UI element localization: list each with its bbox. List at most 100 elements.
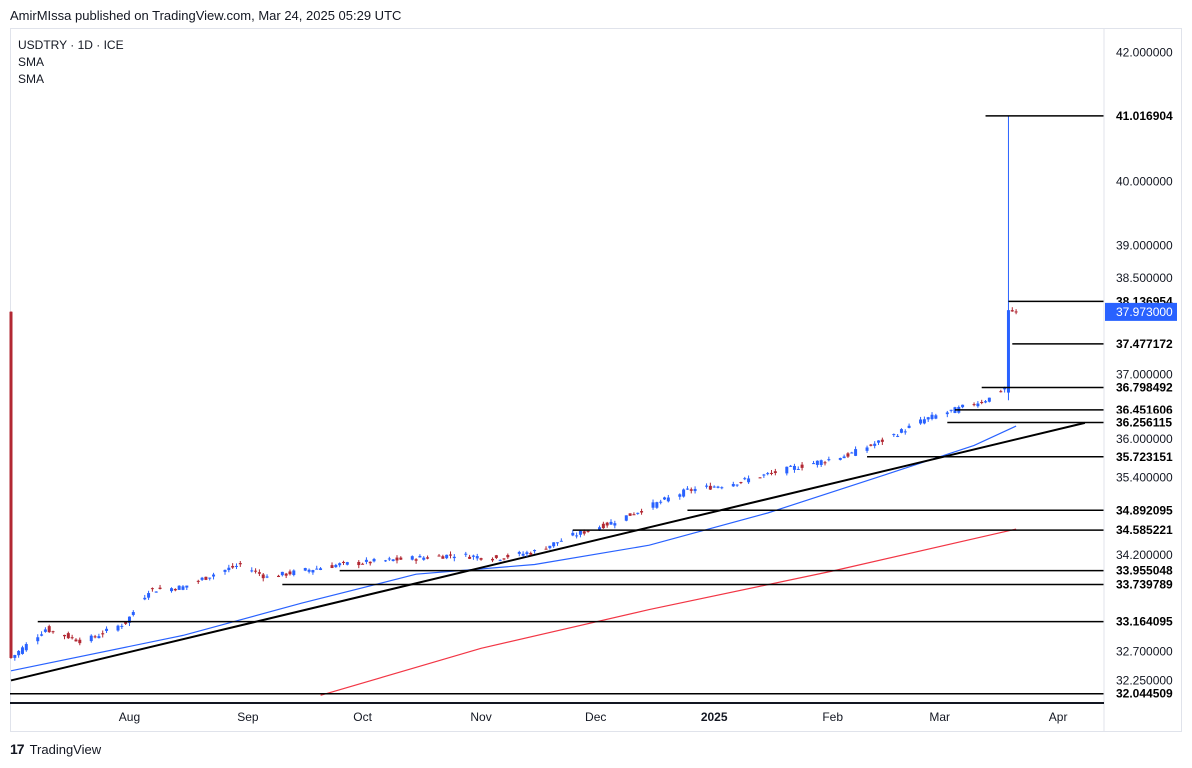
candle-body	[334, 564, 338, 568]
candle-body	[303, 568, 307, 571]
candle-body	[972, 404, 976, 406]
candle-body	[47, 626, 51, 633]
candle-body	[506, 554, 510, 558]
bullish-candle	[899, 428, 903, 434]
bearish-candle	[544, 546, 548, 550]
bearish-candle	[78, 637, 82, 646]
bullish-candle	[154, 591, 158, 593]
candle-body	[9, 311, 13, 658]
bearish-candle	[880, 437, 884, 445]
candle-body	[770, 472, 774, 474]
time-tick-label: 2025	[701, 710, 728, 724]
candle-body	[43, 629, 47, 632]
bullish-candle	[387, 556, 391, 561]
bearish-candle	[972, 402, 976, 407]
candle-body	[735, 484, 739, 486]
symbol-interval-label[interactable]: USDTRY · 1D · ICE	[18, 38, 124, 52]
bullish-candle	[789, 464, 793, 467]
price-tick-label: 32.250000	[1116, 673, 1173, 687]
candle-body	[345, 562, 349, 565]
bullish-candle	[819, 459, 823, 467]
level-price-label: 36.798492	[1116, 381, 1173, 395]
sma-fast-line	[10, 425, 1017, 672]
bullish-candle	[464, 551, 468, 557]
bearish-candle	[414, 558, 418, 564]
sma-indicator-label-1[interactable]: SMA	[18, 55, 45, 69]
candle-body	[452, 556, 456, 559]
candle-body	[682, 489, 686, 497]
candle-body	[919, 419, 923, 424]
bearish-candle	[448, 551, 452, 559]
candle-body	[850, 452, 854, 454]
level-price-label: 37.477172	[1116, 337, 1173, 351]
bullish-candle	[659, 499, 663, 505]
candle-body	[181, 586, 185, 590]
candle-body	[196, 580, 200, 582]
bearish-candle	[437, 553, 441, 557]
candle-body	[907, 425, 911, 428]
bullish-candle	[452, 554, 456, 562]
bearish-candle	[708, 482, 712, 490]
candle-body	[441, 556, 445, 559]
candle-body	[227, 567, 231, 571]
bullish-candle	[712, 485, 716, 488]
level-label-bg	[1105, 612, 1177, 631]
bearish-candle	[773, 468, 777, 476]
bullish-candle	[372, 557, 376, 563]
bullish-candle	[1006, 115, 1010, 401]
level-price-label: 41.016904	[1116, 109, 1173, 123]
bullish-candle	[945, 410, 949, 418]
candle-body	[659, 501, 663, 503]
candle-body	[170, 588, 174, 592]
bullish-candle	[391, 559, 395, 562]
candle-body	[265, 576, 269, 578]
bullish-candle	[877, 440, 881, 446]
candle-body	[384, 560, 388, 562]
candle-body	[716, 486, 720, 488]
candle-body	[846, 453, 850, 457]
candle-body	[63, 634, 67, 637]
candle-body	[976, 403, 980, 407]
candle-body	[743, 478, 747, 480]
candle-body	[575, 535, 579, 537]
time-tick-label: Aug	[119, 710, 140, 724]
bearish-candle	[869, 444, 873, 447]
bearish-candle	[231, 563, 235, 569]
bullish-candle	[571, 529, 575, 537]
price-tick-label: 36.000000	[1116, 432, 1173, 446]
candle-body	[288, 571, 292, 575]
bullish-candle	[533, 549, 537, 554]
footer-brand[interactable]: 17 TradingView	[10, 741, 101, 757]
bullish-candle	[548, 545, 552, 550]
candle-body	[212, 574, 216, 577]
bullish-candle	[445, 554, 449, 560]
candle-body	[131, 612, 135, 615]
candle-body	[792, 465, 796, 470]
bearish-candle	[586, 530, 590, 533]
candle-body	[766, 473, 770, 475]
candle-body	[800, 464, 804, 468]
bullish-candle	[227, 564, 231, 573]
candle-body	[40, 634, 44, 636]
bullish-candle	[666, 494, 670, 503]
candle-body	[498, 559, 502, 561]
bullish-candle	[177, 585, 181, 590]
bearish-candle	[770, 469, 774, 476]
bullish-candle	[842, 454, 846, 459]
candle-body	[559, 540, 563, 542]
bullish-candle	[984, 400, 988, 404]
bullish-candle	[663, 496, 667, 501]
candle-body	[124, 621, 128, 624]
bullish-candle	[303, 567, 307, 572]
sma-indicator-label-2[interactable]: SMA	[18, 72, 45, 86]
bullish-candle	[838, 457, 842, 461]
brand-label: TradingView	[29, 741, 102, 757]
bullish-candle	[575, 532, 579, 539]
candle-body	[78, 639, 82, 644]
candle-body	[854, 449, 858, 456]
bullish-candle	[705, 483, 709, 489]
ascending-trendline[interactable]	[10, 421, 1086, 682]
bullish-candle	[250, 567, 254, 573]
candle-body	[869, 444, 873, 446]
